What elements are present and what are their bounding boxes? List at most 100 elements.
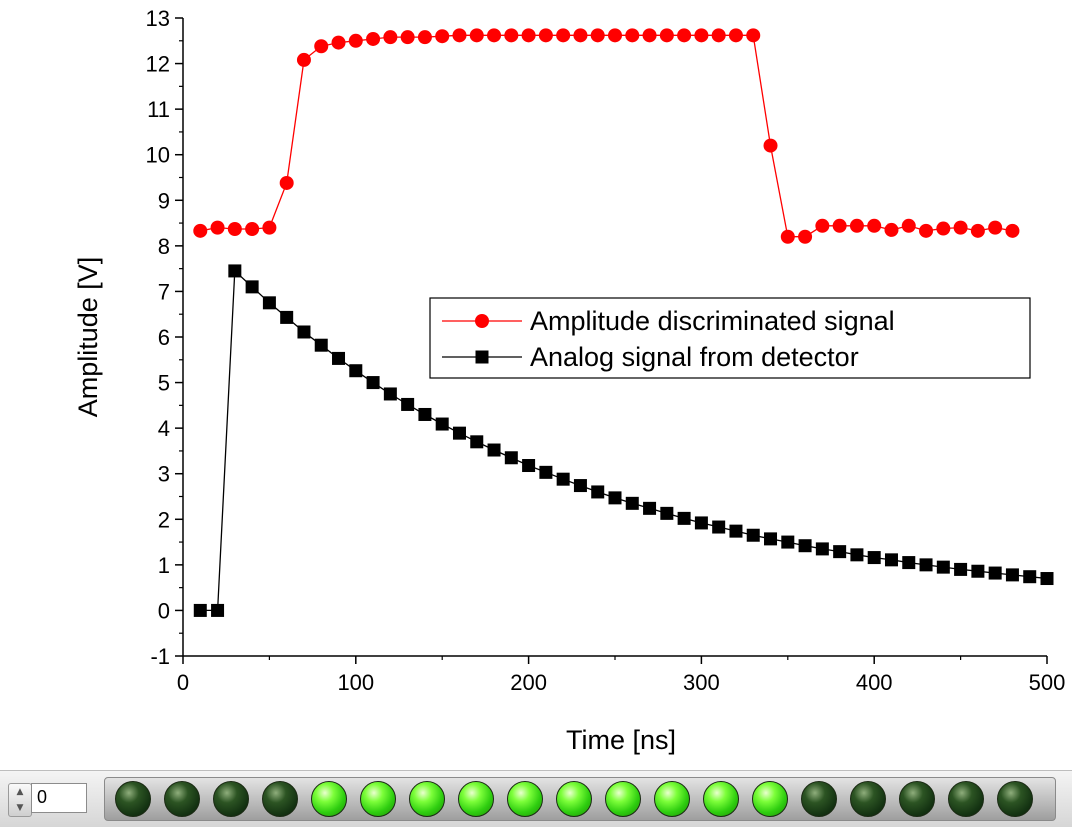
data-point bbox=[1005, 568, 1019, 582]
led-indicator-10[interactable] bbox=[605, 781, 641, 817]
data-point bbox=[296, 52, 311, 67]
led-indicator-0[interactable] bbox=[115, 781, 151, 817]
index-stepper[interactable]: ▲ ▼ bbox=[8, 783, 32, 817]
data-point bbox=[211, 603, 225, 617]
data-point bbox=[694, 516, 708, 530]
data-point bbox=[245, 280, 259, 294]
data-point bbox=[245, 221, 260, 236]
data-point bbox=[971, 564, 985, 578]
legend-label-0: Amplitude discriminated signal bbox=[530, 306, 895, 336]
data-point bbox=[400, 30, 415, 45]
y-tick-label: 0 bbox=[158, 598, 170, 623]
increment-arrow-icon[interactable]: ▲ bbox=[16, 787, 24, 797]
y-tick-label: 2 bbox=[158, 507, 170, 532]
data-point bbox=[366, 376, 380, 390]
data-point bbox=[988, 566, 1002, 580]
data-point bbox=[763, 138, 778, 153]
data-point bbox=[659, 28, 674, 43]
data-point bbox=[936, 221, 951, 236]
data-point bbox=[781, 535, 795, 549]
series-line-0 bbox=[200, 34, 1013, 238]
y-axis-title: Amplitude [V] bbox=[73, 257, 103, 418]
data-point bbox=[815, 542, 829, 556]
data-point bbox=[608, 28, 622, 43]
decrement-arrow-icon[interactable]: ▼ bbox=[16, 803, 24, 813]
data-point bbox=[608, 491, 622, 505]
led-indicator-14[interactable] bbox=[801, 781, 837, 817]
led-indicator-18[interactable] bbox=[997, 781, 1033, 817]
data-point bbox=[746, 528, 760, 542]
data-point bbox=[279, 175, 294, 190]
x-tick-label: 500 bbox=[1029, 670, 1066, 695]
led-indicator-6[interactable] bbox=[409, 781, 445, 817]
led-indicator-5[interactable] bbox=[360, 781, 396, 817]
data-point bbox=[556, 472, 570, 486]
led-indicator-15[interactable] bbox=[850, 781, 886, 817]
y-tick-label: 9 bbox=[158, 188, 170, 213]
led-indicator-16[interactable] bbox=[899, 781, 935, 817]
legend-marker-1 bbox=[475, 350, 489, 364]
led-indicator-13[interactable] bbox=[752, 781, 788, 817]
data-point bbox=[210, 220, 225, 235]
data-point bbox=[314, 338, 328, 352]
y-tick-label: 13 bbox=[146, 6, 170, 31]
led-indicator-17[interactable] bbox=[948, 781, 984, 817]
data-point bbox=[850, 548, 864, 562]
x-tick-label: 400 bbox=[856, 670, 893, 695]
index-input[interactable]: 0 bbox=[31, 783, 87, 813]
led-indicator-3[interactable] bbox=[262, 781, 298, 817]
legend-label-1: Analog signal from detector bbox=[530, 342, 859, 372]
data-point bbox=[348, 33, 363, 48]
data-point bbox=[504, 28, 519, 43]
data-point bbox=[884, 553, 898, 567]
data-point bbox=[452, 426, 466, 440]
data-point bbox=[262, 296, 276, 310]
led-indicator-4[interactable] bbox=[311, 781, 347, 817]
data-point bbox=[487, 443, 501, 457]
data-point bbox=[746, 28, 761, 43]
data-point bbox=[798, 539, 812, 553]
data-point bbox=[504, 451, 518, 465]
data-point bbox=[815, 218, 830, 233]
led-indicator-panel: ▲ ▼ 0 bbox=[0, 770, 1072, 827]
led-indicator-12[interactable] bbox=[703, 781, 739, 817]
data-point bbox=[401, 397, 415, 411]
x-tick-label: 200 bbox=[510, 670, 547, 695]
data-point bbox=[902, 556, 916, 570]
data-point bbox=[469, 28, 484, 43]
y-tick-label: 11 bbox=[147, 97, 170, 122]
data-point bbox=[383, 30, 398, 45]
legend: Amplitude discriminated signal Analog sig… bbox=[429, 297, 1031, 379]
led-indicator-8[interactable] bbox=[507, 781, 543, 817]
y-tick-label: 3 bbox=[158, 462, 170, 487]
chart: -1 0 1 2 3 4 5 6 7 8 9 10 11 12 13 0 100 200 300 400 500 Time… bbox=[73, 6, 1065, 755]
led-indicator-1[interactable] bbox=[164, 781, 200, 817]
data-point bbox=[919, 223, 934, 238]
data-point bbox=[522, 459, 536, 473]
data-point bbox=[539, 465, 553, 479]
data-point bbox=[660, 506, 674, 520]
data-point bbox=[1023, 570, 1037, 584]
led-indicator-2[interactable] bbox=[213, 781, 249, 817]
data-point bbox=[314, 39, 329, 54]
data-point bbox=[193, 223, 208, 238]
y-tick-label: 1 bbox=[158, 553, 170, 578]
led-indicator-7[interactable] bbox=[458, 781, 494, 817]
led-indicator-9[interactable] bbox=[556, 781, 592, 817]
data-point bbox=[988, 220, 1003, 235]
data-point bbox=[833, 545, 847, 559]
y-tick-label: 8 bbox=[158, 234, 170, 259]
data-point bbox=[1005, 223, 1020, 238]
data-point bbox=[798, 229, 813, 244]
data-point bbox=[297, 325, 311, 339]
data-point bbox=[349, 364, 363, 378]
data-point bbox=[590, 28, 605, 43]
data-point bbox=[970, 223, 985, 238]
series-layer bbox=[193, 28, 1054, 617]
data-point bbox=[936, 560, 950, 574]
y-tick-label: 5 bbox=[158, 371, 170, 396]
data-point bbox=[193, 603, 207, 617]
led-indicator-11[interactable] bbox=[654, 781, 690, 817]
y-tick-label: 10 bbox=[146, 143, 170, 168]
